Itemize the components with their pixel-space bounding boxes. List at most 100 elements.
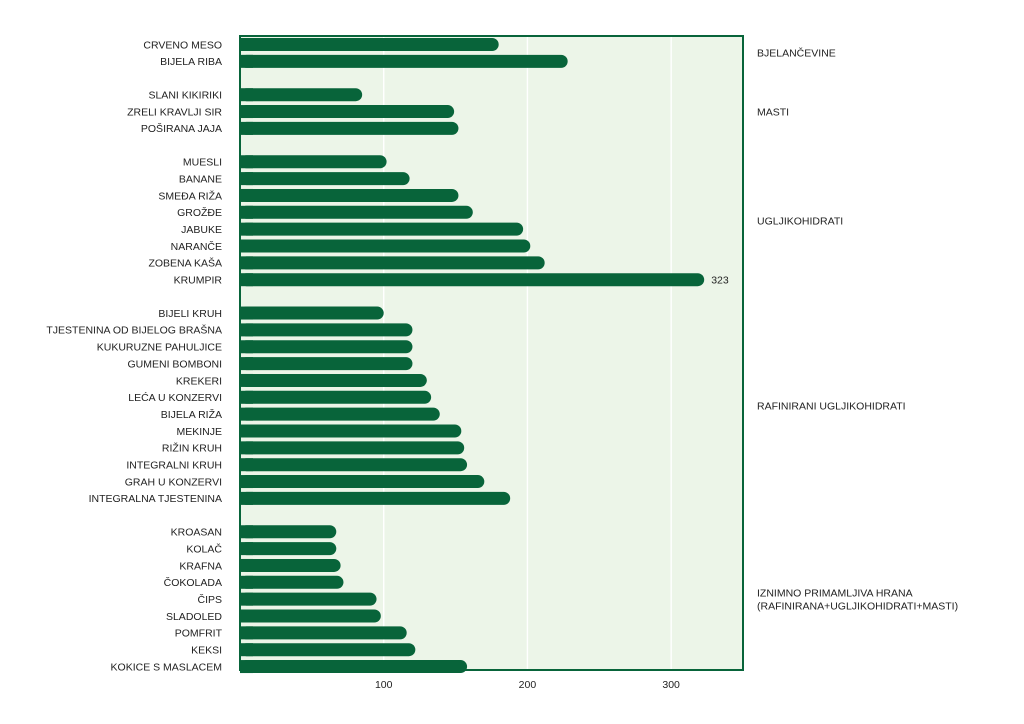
category-label: LEĆA U KONZERVI bbox=[128, 391, 222, 404]
category-label: KRAFNA bbox=[179, 560, 222, 572]
category-label: GROŽĐE bbox=[177, 206, 222, 219]
category-label: KEKSI bbox=[191, 645, 222, 657]
bar-left-cap bbox=[240, 239, 253, 253]
bar bbox=[240, 643, 416, 657]
bar bbox=[240, 592, 377, 606]
category-label: ČOKOLADA bbox=[164, 576, 222, 589]
category-label: KRUMPIR bbox=[174, 275, 223, 287]
bar-left-cap bbox=[240, 458, 253, 472]
bar bbox=[240, 357, 413, 371]
bar-left-cap bbox=[240, 121, 253, 135]
bar-left-cap bbox=[240, 575, 253, 589]
bar bbox=[240, 172, 410, 186]
category-label: GUMENI BOMBONI bbox=[127, 358, 222, 370]
bar-left-cap bbox=[240, 424, 253, 438]
bar bbox=[240, 475, 485, 489]
bar-left-cap bbox=[240, 390, 253, 404]
category-label: RIŽIN KRUH bbox=[162, 442, 222, 455]
bar-left-cap bbox=[240, 306, 253, 320]
category-label: BANANE bbox=[179, 173, 222, 185]
bar bbox=[240, 88, 363, 102]
bar-left-cap bbox=[240, 38, 253, 51]
category-label: SLANI KIKIRIKI bbox=[148, 90, 222, 102]
bar-left-cap bbox=[240, 643, 253, 657]
category-label: KREKERI bbox=[176, 375, 222, 387]
category-label: INTEGRALNA TJESTENINA bbox=[89, 493, 222, 505]
bar bbox=[240, 609, 381, 623]
bar bbox=[240, 323, 413, 337]
bar bbox=[240, 205, 473, 219]
category-label: ZRELI KRAVLJI SIR bbox=[127, 106, 222, 118]
category-label: INTEGRALNI KRUH bbox=[126, 460, 222, 472]
group-label: BJELANČEVINE bbox=[757, 47, 836, 60]
bar-left-cap bbox=[240, 357, 253, 371]
bar-left-cap bbox=[240, 609, 253, 623]
bar-left-cap bbox=[240, 205, 253, 219]
bar bbox=[240, 155, 387, 169]
bar-left-cap bbox=[240, 273, 253, 287]
category-label: JABUKE bbox=[181, 224, 222, 236]
bar bbox=[240, 558, 341, 572]
category-label: BIJELI KRUH bbox=[158, 308, 222, 320]
category-label: SLADOLED bbox=[166, 611, 222, 623]
bar bbox=[240, 256, 545, 270]
bar bbox=[240, 626, 407, 640]
bar bbox=[240, 121, 459, 135]
bar-left-cap bbox=[240, 373, 253, 387]
category-label: NARANČE bbox=[171, 240, 222, 253]
bar bbox=[240, 340, 413, 354]
bar-left-cap bbox=[240, 172, 253, 186]
category-label: BIJELA RIBA bbox=[160, 56, 222, 68]
bar-left-cap bbox=[240, 188, 253, 202]
category-label: KROASAN bbox=[171, 527, 222, 539]
bar-left-cap bbox=[240, 105, 253, 119]
category-label: ČIPS bbox=[197, 593, 222, 606]
bar bbox=[240, 575, 344, 589]
bar-left-cap bbox=[240, 626, 253, 640]
category-label: SMEĐA RIŽA bbox=[158, 189, 222, 202]
bar-left-cap bbox=[240, 525, 253, 539]
x-tick-label: 100 bbox=[375, 679, 393, 691]
bar bbox=[240, 373, 427, 387]
x-tick-label: 300 bbox=[662, 679, 680, 691]
group-label: RAFINIRANI UGLJIKOHIDRATI bbox=[757, 401, 906, 413]
category-label: ZOBENA KAŠA bbox=[148, 257, 222, 270]
bar bbox=[240, 390, 432, 404]
bar bbox=[240, 306, 384, 320]
bar bbox=[240, 239, 531, 253]
category-label: CRVENO MESO bbox=[143, 39, 222, 51]
bar-left-cap bbox=[240, 340, 253, 354]
bar-left-cap bbox=[240, 256, 253, 270]
category-label: TJESTENINA OD BIJELOG BRAŠNA bbox=[46, 324, 222, 337]
x-tick-label: 200 bbox=[519, 679, 537, 691]
bar-left-cap bbox=[240, 542, 253, 556]
group-label: (RAFINIRANA+UGLJIKOHIDRATI+MASTI) bbox=[757, 600, 958, 612]
bar-left-cap bbox=[240, 88, 253, 102]
bar bbox=[240, 542, 337, 556]
bar bbox=[240, 222, 524, 236]
bar bbox=[240, 424, 462, 438]
bar bbox=[240, 38, 499, 51]
category-label: KOKICE S MASLACEM bbox=[111, 661, 222, 673]
bar bbox=[240, 491, 511, 505]
category-label: POŠIRANA JAJA bbox=[141, 122, 222, 135]
bar-left-cap bbox=[240, 558, 253, 572]
category-label: GRAH U KONZERVI bbox=[125, 476, 222, 488]
bar-left-cap bbox=[240, 475, 253, 489]
bar-left-cap bbox=[240, 222, 253, 236]
bar bbox=[240, 525, 337, 539]
bar-left-cap bbox=[240, 660, 253, 674]
category-label: KUKURUZNE PAHULJICE bbox=[97, 342, 222, 354]
bar bbox=[240, 458, 468, 472]
bar-left-cap bbox=[240, 54, 253, 68]
category-label: POMFRIT bbox=[175, 628, 223, 640]
category-label: MEKINJE bbox=[176, 426, 222, 438]
category-label: BIJELA RIŽA bbox=[161, 408, 222, 421]
bar bbox=[240, 273, 705, 287]
group-label: IZNIMNO PRIMAMLJIVA HRANA bbox=[757, 587, 913, 599]
bar bbox=[240, 105, 455, 119]
bar-left-cap bbox=[240, 592, 253, 606]
group-label: UGLJIKOHIDRATI bbox=[757, 216, 843, 228]
